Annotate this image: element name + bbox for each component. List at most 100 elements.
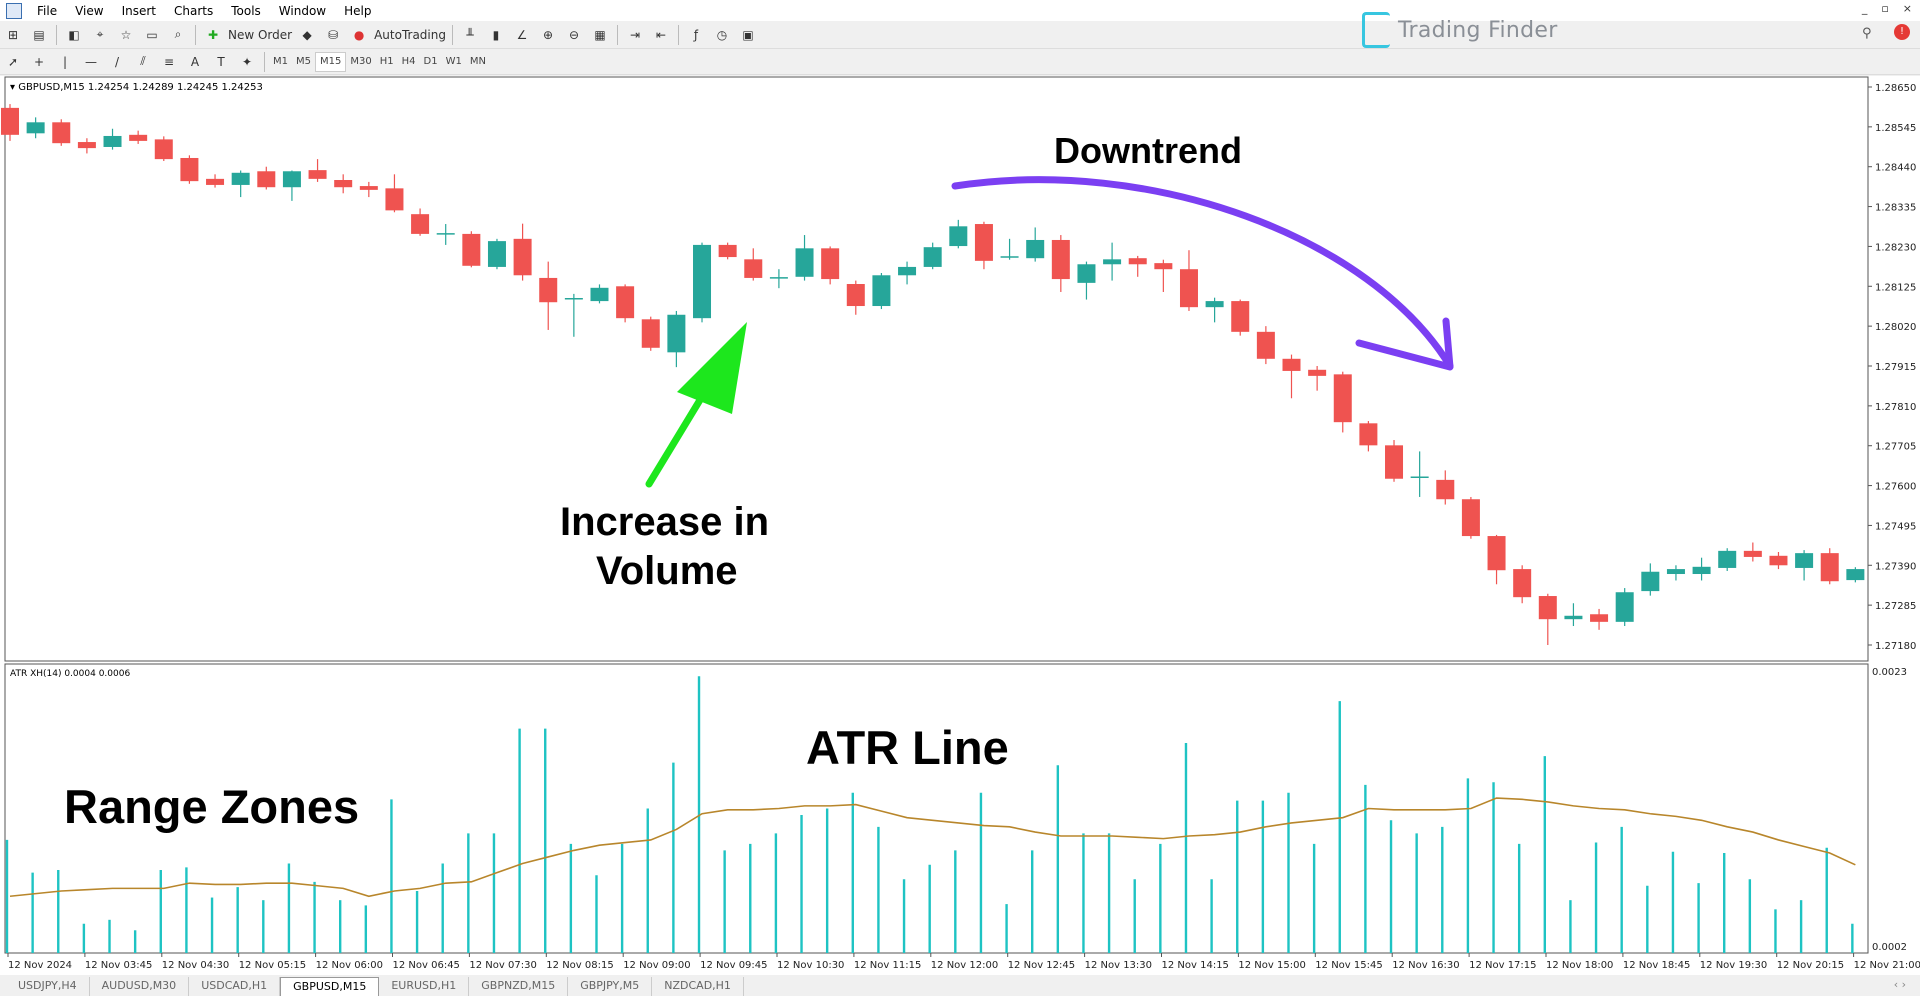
profiles-icon[interactable]: ▤ <box>33 27 45 42</box>
candle-body <box>257 171 276 188</box>
candle-body <box>231 172 250 185</box>
volume-arrowhead <box>677 322 747 414</box>
menu-charts[interactable]: Charts <box>174 3 214 18</box>
close-button[interactable]: × <box>1902 2 1912 15</box>
tab-scroll-arrows[interactable]: ‹ › <box>1893 978 1906 991</box>
time-label: 12 Nov 09:45 <box>700 960 767 971</box>
strategy-tester-icon[interactable]: ⌕ <box>174 27 182 41</box>
tab-audusd-m30[interactable]: AUDUSD,M30 <box>90 977 190 996</box>
timeframe-m1[interactable]: M1 <box>273 56 288 67</box>
tab-eurusd-h1[interactable]: EURUSD,H1 <box>379 977 470 996</box>
menu-view[interactable]: View <box>75 3 104 18</box>
candle-body <box>1231 301 1250 332</box>
autotrading-icon[interactable]: ● <box>353 27 365 42</box>
time-label: 12 Nov 05:15 <box>239 960 306 971</box>
timeframe-d1[interactable]: D1 <box>423 56 438 67</box>
menu-file[interactable]: File <box>37 3 58 18</box>
candle-body <box>385 188 404 211</box>
chart-canvas[interactable]: 1.28650 1.28545 1.28440 1.28335 1.28230 1.281… <box>0 76 1920 976</box>
menu-window[interactable]: Window <box>278 3 327 18</box>
candlestick-icon[interactable]: ▮ <box>492 27 500 42</box>
vertical-line-icon[interactable]: | <box>62 54 68 69</box>
tab-nzdcad-h1[interactable]: NZDCAD,H1 <box>652 977 744 996</box>
annotation-range-zones: Range Zones <box>64 780 360 833</box>
price-label: 1.27705 <box>1875 442 1916 453</box>
navigator-icon[interactable]: ⌖ <box>96 27 104 41</box>
new-order-button[interactable]: New Order <box>228 27 293 42</box>
tab-usdcad-h1[interactable]: USDCAD,H1 <box>189 977 281 996</box>
timeframe-m5[interactable]: M5 <box>296 56 311 67</box>
new-chart-icon[interactable]: ⊞ <box>7 27 19 42</box>
timeframe-h1[interactable]: H1 <box>379 56 394 67</box>
equidistant-channel-icon[interactable]: ⫽ <box>140 54 146 68</box>
signals-icon[interactable]: ⛁ <box>328 27 339 42</box>
candle-body <box>1256 331 1275 359</box>
tab-gbpnzd-m15[interactable]: GBPNZD,M15 <box>469 977 569 996</box>
candle-body <box>308 170 327 179</box>
chart-header: ▾ GBPUSD,M15 1.24254 1.24289 1.24245 1.2… <box>10 82 263 93</box>
price-label: 1.28650 <box>1875 83 1916 94</box>
tab-gbpusd-m15[interactable]: GBPUSD,M15 <box>280 977 380 996</box>
menu-help[interactable]: Help <box>344 3 372 18</box>
time-label: 12 Nov 03:45 <box>85 960 152 971</box>
zoom-out-icon[interactable]: ⊖ <box>568 27 580 42</box>
autoscroll-icon[interactable]: ⇥ <box>629 27 641 42</box>
candle-body <box>1282 358 1301 371</box>
data-window-icon[interactable]: ☆ <box>120 27 132 42</box>
cursor-icon[interactable]: ➚ <box>7 54 19 69</box>
line-chart-icon[interactable]: ∠ <box>516 27 528 42</box>
text-icon[interactable]: A <box>190 54 200 69</box>
bar-chart-icon[interactable]: ╨ <box>466 27 474 42</box>
candle-body <box>616 286 635 319</box>
menu-insert[interactable]: Insert <box>121 3 156 18</box>
metaeditor-icon[interactable]: ◆ <box>302 27 312 42</box>
autotrading-button[interactable]: AutoTrading <box>374 27 446 42</box>
arrows-icon[interactable]: ✦ <box>241 54 253 69</box>
timeframe-h4[interactable]: H4 <box>401 56 416 67</box>
timeframe-m30[interactable]: M30 <box>350 56 372 67</box>
candle-body <box>26 122 45 134</box>
terminal-icon[interactable]: ▭ <box>146 27 158 42</box>
timeframe-m15[interactable]: M15 <box>315 51 347 72</box>
search-icon[interactable]: ⚲ <box>1862 26 1872 41</box>
text-label-icon[interactable]: T <box>217 54 225 69</box>
time-label: 12 Nov 18:45 <box>1623 960 1690 971</box>
crosshair-icon[interactable]: + <box>33 54 45 69</box>
tile-windows-icon[interactable]: ▦ <box>594 27 606 42</box>
tab-gbpjpy-m5[interactable]: GBPJPY,M5 <box>568 977 653 996</box>
restore-button[interactable]: ▫ <box>1881 2 1889 15</box>
drawing-toolbar: ➚ + | — / ⫽ ≡ A T ✦ M1 M5 M15 M30 H1 H4 D1 W1 MN <box>0 49 1920 75</box>
chart-shift-icon[interactable]: ⇤ <box>655 27 667 42</box>
price-label: 1.28440 <box>1875 163 1916 174</box>
time-label: 12 Nov 12:45 <box>1008 960 1075 971</box>
candle-body <box>1077 264 1096 283</box>
trendline-icon[interactable]: / <box>114 54 120 69</box>
time-label: 12 Nov 08:15 <box>546 960 613 971</box>
zoom-in-icon[interactable]: ⊕ <box>542 27 554 42</box>
time-label: 12 Nov 17:15 <box>1469 960 1536 971</box>
price-label: 1.27495 <box>1875 521 1916 532</box>
notifications-icon[interactable]: ! <box>1894 24 1910 40</box>
periods-icon[interactable]: ◷ <box>716 27 728 42</box>
market-watch-icon[interactable]: ◧ <box>68 27 80 42</box>
atr-line <box>9 797 1856 898</box>
timeframe-mn[interactable]: MN <box>469 56 486 67</box>
fibonacci-icon[interactable]: ≡ <box>163 54 175 69</box>
chart-window[interactable]: 1.28650 1.28545 1.28440 1.28335 1.28230 1.281… <box>0 76 1920 976</box>
tab-usdjpy-h4[interactable]: USDJPY,H4 <box>6 977 90 996</box>
price-label: 1.27180 <box>1875 641 1916 652</box>
timeframe-w1[interactable]: W1 <box>445 56 462 67</box>
annotation-downtrend: Downtrend <box>1054 130 1242 171</box>
main-pane[interactable] <box>4 76 1869 662</box>
menu-tools[interactable]: Tools <box>231 3 261 18</box>
templates-icon[interactable]: ▣ <box>742 27 754 42</box>
new-order-icon[interactable]: ✚ <box>207 27 219 42</box>
candle-body <box>846 284 865 307</box>
candle-body <box>1820 553 1839 582</box>
horizontal-line-icon[interactable]: — <box>85 54 97 69</box>
minimize-button[interactable]: _ <box>1861 2 1868 15</box>
candle-body <box>1 107 19 135</box>
candle-body <box>693 244 712 319</box>
indicators-icon[interactable]: ƒ <box>693 27 699 42</box>
candle-body <box>898 266 917 276</box>
